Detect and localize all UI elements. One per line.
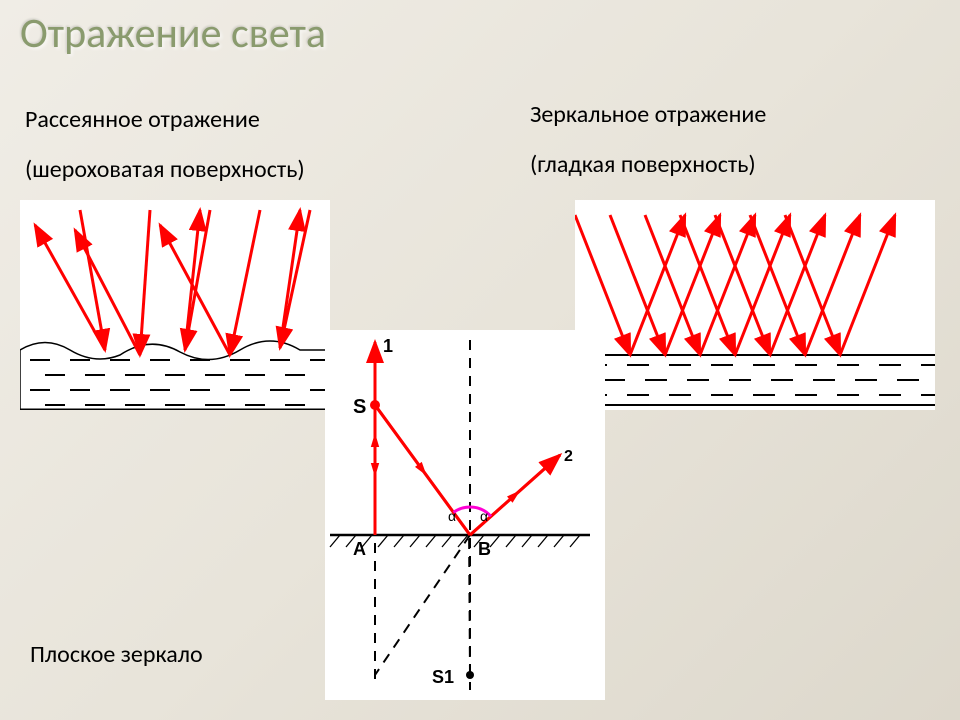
- specular-subheading: (гладкая поверхность): [530, 150, 756, 179]
- svg-text:α: α: [448, 508, 456, 524]
- svg-text:1: 1: [383, 336, 393, 356]
- diffuse-diagram: [20, 200, 330, 410]
- svg-text:S: S: [353, 396, 366, 418]
- flat-mirror-diagram: 1 2 S A B S1 α α: [325, 330, 605, 700]
- svg-text:2: 2: [564, 448, 573, 465]
- svg-text:B: B: [478, 539, 491, 559]
- diffuse-subheading: (шероховатая поверхность): [25, 155, 305, 184]
- svg-text:S1: S1: [432, 667, 454, 687]
- flat-mirror-label: Плоское зеркало: [30, 640, 203, 669]
- diffuse-heading: Рассеянное отражение: [25, 105, 260, 134]
- svg-text:A: A: [353, 539, 366, 559]
- specular-heading: Зеркальное отражение: [530, 100, 766, 129]
- page-title: Отражение света: [20, 8, 326, 59]
- svg-text:α: α: [480, 508, 488, 524]
- specular-diagram: [575, 200, 935, 410]
